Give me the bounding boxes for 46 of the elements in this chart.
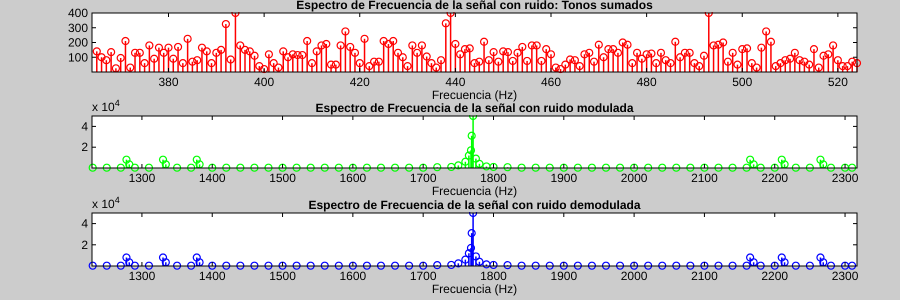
chart-title: Espectro de Frecuencia de la señal con ruido demodulada [308,198,641,212]
x-tick-label: 1900 [550,269,578,283]
x-tick-label: 2200 [761,269,788,283]
y-tick-label: 200 [68,36,88,50]
y-tick-label: 2 [81,140,88,154]
x-tick-label: 2100 [691,269,718,283]
y-tick-label: 100 [68,50,88,64]
chart-title: Espectro de Frecuencia de la señal con ruido: Tonos sumados [296,0,654,12]
x-tick-label: 1700 [410,269,437,283]
text: x 10$^{4}$ [92,98,120,114]
x-tick-label: 440 [445,75,466,89]
x-tick-label: 1400 [198,269,226,283]
x-tick-label: 480 [636,75,657,89]
y-tick-label: 400 [68,6,88,20]
x-tick-label: 2100 [691,171,718,185]
text: x 10$^{4}$ [92,195,120,211]
x-tick-label: 1900 [550,171,578,185]
x-tick-label: 400 [254,75,274,89]
x-tick-label: 1400 [198,171,226,185]
x-tick-label: 420 [350,75,370,89]
x-tick-label: 1600 [340,171,367,185]
y-tick-label: 4 [81,119,88,134]
x-tick-label: 380 [158,75,179,89]
x-axis-title: Frecuencia (Hz) [432,88,518,102]
x-tick-label: 2000 [620,171,648,185]
x-tick-label: 1300 [128,269,156,283]
x-tick-label: 520 [828,75,848,89]
x-tick-label: 460 [540,75,562,89]
x-tick-label: 500 [732,75,753,89]
x-tick-label: 1300 [128,171,156,185]
x-tick-label: 1500 [269,269,296,283]
y-tick-label: 300 [68,20,88,35]
x-tick-label: 1800 [480,269,508,283]
x-tick-label: 1700 [410,171,437,185]
y-tick-label: 4 [81,216,88,231]
x-tick-label: 2300 [832,269,859,283]
y-tick-label: 2 [81,238,88,252]
x-tick-label: 1600 [340,269,367,283]
chart-title: Espectro de Frecuencia de la señal con ruido modulada [315,101,634,115]
x-tick-label: 1500 [269,171,296,185]
x-axis-title: Frecuencia (Hz) [432,282,518,296]
x-tick-label: 2300 [832,171,859,185]
x-tick-label: 2200 [761,171,788,185]
x-axis-title: Frecuencia (Hz) [432,184,518,198]
x-tick-label: 1800 [480,171,508,185]
x-tick-label: 2000 [620,269,648,283]
